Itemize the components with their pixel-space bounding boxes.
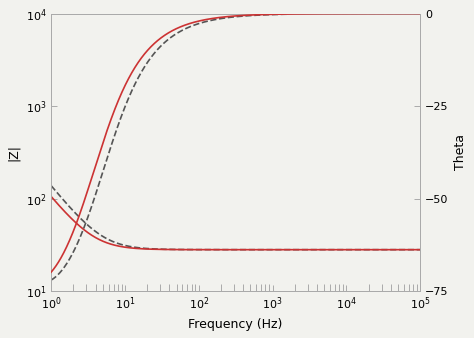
Y-axis label: Theta: Theta bbox=[454, 134, 467, 170]
Y-axis label: |Z|: |Z| bbox=[7, 144, 20, 161]
X-axis label: Frequency (Hz): Frequency (Hz) bbox=[189, 318, 283, 331]
